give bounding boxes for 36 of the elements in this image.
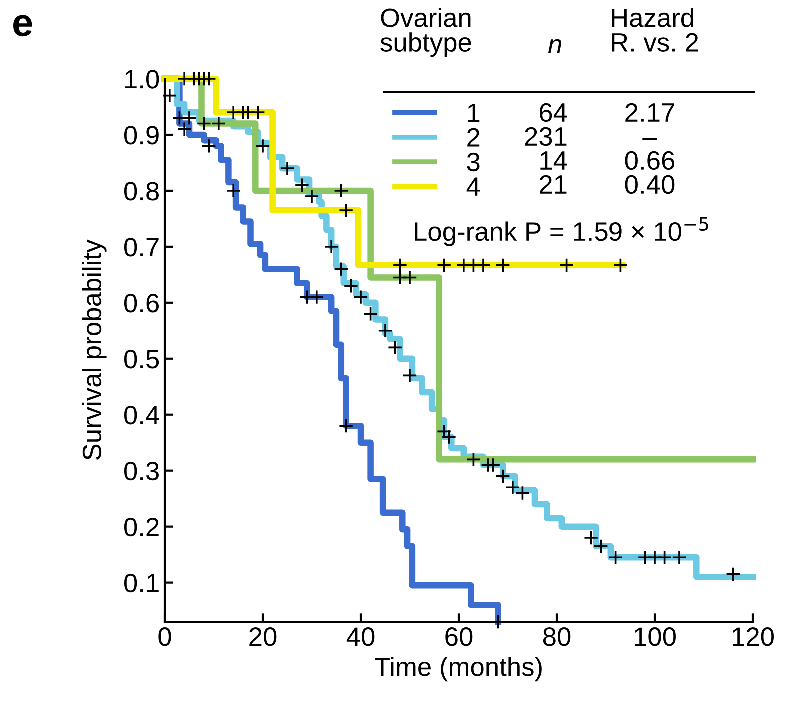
annotation: 0.66 <box>625 151 675 170</box>
y-tick-label: 0.2 <box>124 518 159 537</box>
annotation: 231 <box>525 127 567 146</box>
annotation: 2.17 <box>626 103 674 122</box>
y-tick-label: 1.0 <box>125 70 160 89</box>
x-tick-label: 0 <box>158 628 172 646</box>
text: Hazard R. vs. 2 <box>612 8 698 52</box>
legend-label: 1 <box>468 104 480 122</box>
annotation: – <box>642 138 658 140</box>
annotation: Log-rank P = 1.59 × 10$^{−5}$ <box>415 217 708 246</box>
text: e <box>14 15 32 37</box>
annotation: 64 <box>540 103 568 122</box>
y-tick-label: 0.6 <box>124 294 159 313</box>
x-tick-label: 120 <box>733 628 774 646</box>
x-axis-title: Time (months) <box>375 657 542 682</box>
y-tick-label: 0.8 <box>124 182 159 201</box>
legend-label: 3 <box>467 152 480 172</box>
annotation: 0.40 <box>625 175 675 194</box>
annotation: 21 <box>540 175 567 194</box>
annotation: 14 <box>540 152 568 170</box>
x-tick-label: 100 <box>635 628 676 646</box>
x-tick-label: 40 <box>346 628 375 646</box>
text: n <box>548 39 562 54</box>
y-tick-label: 0.1 <box>124 574 159 593</box>
y-tick-label: 0.7 <box>124 238 159 257</box>
y-tick-label: 0.9 <box>124 126 159 145</box>
legend-label: 4 <box>466 178 480 196</box>
y-axis-title: Survival probability <box>82 240 107 460</box>
x-tick-label: 20 <box>250 628 277 646</box>
legend-label: 2 <box>468 128 480 147</box>
text: Ovarian subtype <box>380 8 472 58</box>
y-tick-label: 0.3 <box>124 462 159 481</box>
x-tick-label: 80 <box>543 628 571 646</box>
y-tick-label: 0.5 <box>124 350 160 369</box>
x-tick-label: 60 <box>446 628 473 646</box>
y-tick-label: 0.4 <box>124 406 160 425</box>
